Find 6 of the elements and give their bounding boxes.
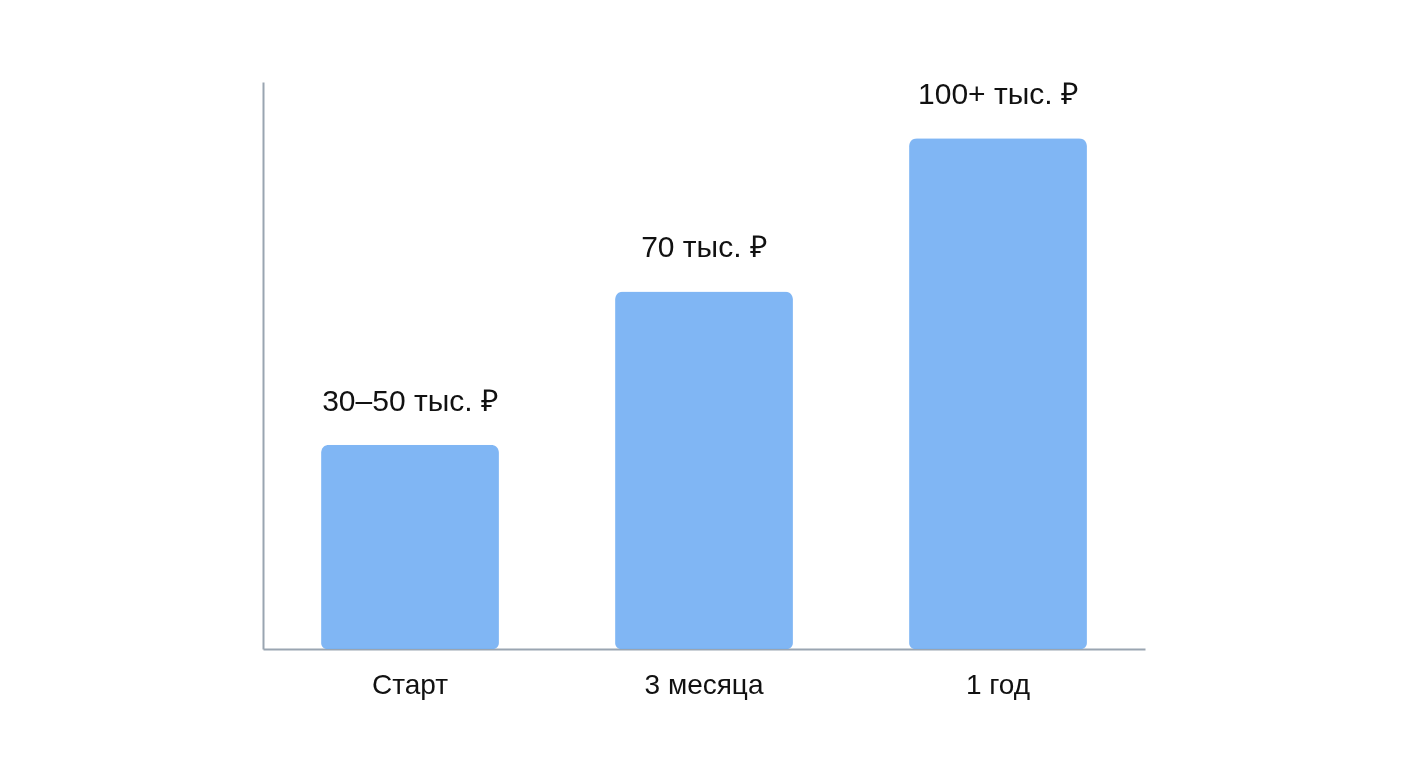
data-label: 30–50 тыс. ₽ (322, 383, 498, 417)
x-tick-label: Старт (371, 668, 449, 700)
data-label: 70 тыс. ₽ (641, 230, 767, 264)
data-label: 100+ тыс. ₽ (918, 77, 1078, 111)
x-tick-label: 3 месяца (644, 668, 764, 700)
x-tick-label: 1 год (965, 668, 1031, 700)
